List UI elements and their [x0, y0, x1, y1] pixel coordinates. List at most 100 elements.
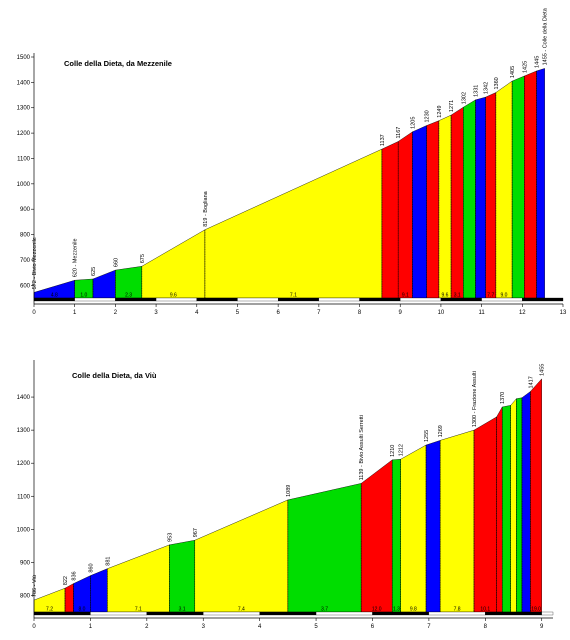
profile-segment — [90, 568, 108, 613]
km-band — [196, 297, 238, 302]
profile-segment — [141, 229, 206, 299]
profile-segment — [169, 540, 195, 613]
x-tick-label: 5 — [236, 310, 240, 316]
y-tick-label: 1300 — [17, 428, 31, 434]
elevation-label: 1405 — [510, 66, 516, 78]
km-band — [481, 297, 523, 302]
y-tick-label: 1300 — [17, 106, 31, 112]
y-tick-label: 1400 — [17, 80, 31, 86]
profile-segment — [496, 406, 503, 613]
profile-segment — [426, 120, 440, 299]
km-band — [278, 297, 319, 302]
profile-segment — [524, 70, 537, 299]
profile-segment — [475, 96, 486, 299]
profile-segment — [204, 148, 383, 299]
profile-segment — [438, 114, 452, 299]
elevation-label: 967 — [193, 528, 199, 537]
elevation-label: 1269 — [438, 425, 444, 437]
elevation-label: 953 — [167, 533, 173, 542]
y-tick-label: 1000 — [17, 182, 31, 188]
profile-segment — [425, 440, 441, 613]
profile-segment — [485, 92, 497, 299]
elevation-label: 620 - Mezzenile — [73, 238, 79, 277]
chart-title: Colle della Dieta, da Viù — [72, 371, 157, 380]
elevation-label: 1271 — [449, 100, 455, 112]
x-tick-label: 6 — [276, 310, 280, 316]
elevation-label: 1210 — [390, 445, 396, 457]
profile-segment — [439, 429, 475, 613]
profile-segment — [530, 378, 542, 613]
x-tick-label: 6 — [371, 624, 375, 630]
x-tick-label: 4 — [258, 624, 262, 630]
y-tick-label: 600 — [20, 283, 31, 289]
y-tick-label: 1100 — [17, 494, 31, 500]
x-tick-label: 2 — [114, 310, 118, 316]
elevation-label: 822 — [63, 576, 69, 585]
segment-gradient-label: 2.3 — [125, 293, 132, 299]
segment-gradient-label: 7.1 — [135, 607, 142, 613]
km-band — [485, 611, 542, 616]
km-band — [541, 611, 554, 616]
profile-segment — [473, 416, 497, 613]
profile-segment — [287, 483, 362, 613]
y-tick-label: 800 — [20, 233, 31, 239]
x-tick-label: 0 — [32, 624, 36, 630]
segment-gradient-label: 7.2 — [46, 607, 53, 613]
segment-gradient-label: 9.0 — [501, 293, 508, 299]
segment-gradient-label: 7.1 — [290, 293, 297, 299]
km-band — [359, 297, 401, 302]
x-tick-label: 7 — [427, 624, 431, 630]
km-band — [155, 297, 197, 302]
segment-gradient-label: 19.0 — [531, 607, 541, 613]
y-tick-label: 1200 — [17, 131, 31, 137]
elevation-label: 1417 — [528, 376, 534, 388]
elevation-label: 625 — [91, 267, 97, 276]
segment-gradient-label: 7.4 — [238, 607, 245, 613]
elevation-label: 1137 — [380, 134, 386, 146]
elevation-label: 1212 — [399, 444, 405, 456]
km-band — [90, 611, 147, 616]
km-band — [315, 611, 373, 616]
segment-gradient-label: 3.7 — [321, 607, 328, 613]
km-band — [115, 297, 157, 302]
profile-segment — [495, 80, 513, 299]
x-tick-label: 13 — [560, 310, 567, 316]
elevation-label: 1445 — [535, 56, 541, 68]
segment-gradient-label: 1.3 — [393, 607, 400, 613]
elevation-label: 1342 — [484, 82, 490, 94]
elevation-label: 819 - Bogliana — [203, 190, 209, 226]
x-tick-label: 4 — [195, 310, 199, 316]
profile-segment — [381, 141, 399, 299]
elevation-label: 660 — [113, 258, 119, 267]
elevation-label: 860 — [88, 563, 94, 572]
x-tick-label: 3 — [154, 310, 158, 316]
km-band — [33, 297, 75, 302]
y-tick-label: 1400 — [17, 395, 31, 401]
profile-segment — [412, 125, 427, 299]
segment-gradient-label: 1.0 — [80, 293, 87, 299]
profile-segment — [516, 397, 523, 613]
profile-segment — [463, 99, 476, 299]
elevation-label: 1331 — [474, 85, 480, 97]
profile-segment — [521, 391, 531, 613]
km-band — [372, 611, 430, 616]
km-band — [428, 611, 486, 616]
km-band — [318, 297, 360, 302]
profile-segment — [392, 459, 401, 613]
km-band — [203, 611, 260, 616]
chart-mezzenile: 4.8 1.0 2.3 9.6 7.1 9.1 9.6 3.1 7.7 9.0 572 - Bivi… — [17, 7, 567, 316]
elevation-label: 786 - Viù — [32, 575, 38, 597]
x-tick-label: 9 — [399, 310, 403, 316]
elevation-label: 572 - Bivio Mezzenile — [32, 237, 38, 289]
y-tick-label: 700 — [20, 258, 31, 264]
profile-segment — [194, 499, 289, 613]
profile-segment — [360, 459, 393, 613]
km-band — [400, 297, 442, 302]
elevation-label: 1205 — [410, 117, 416, 129]
elevation-label: 1370 — [500, 392, 506, 404]
elevation-label: 836 — [71, 571, 77, 580]
x-tick-label: 8 — [358, 310, 362, 316]
elevation-label: 1300 - Frazione Assulti — [472, 371, 478, 427]
profile-segment — [510, 398, 517, 613]
